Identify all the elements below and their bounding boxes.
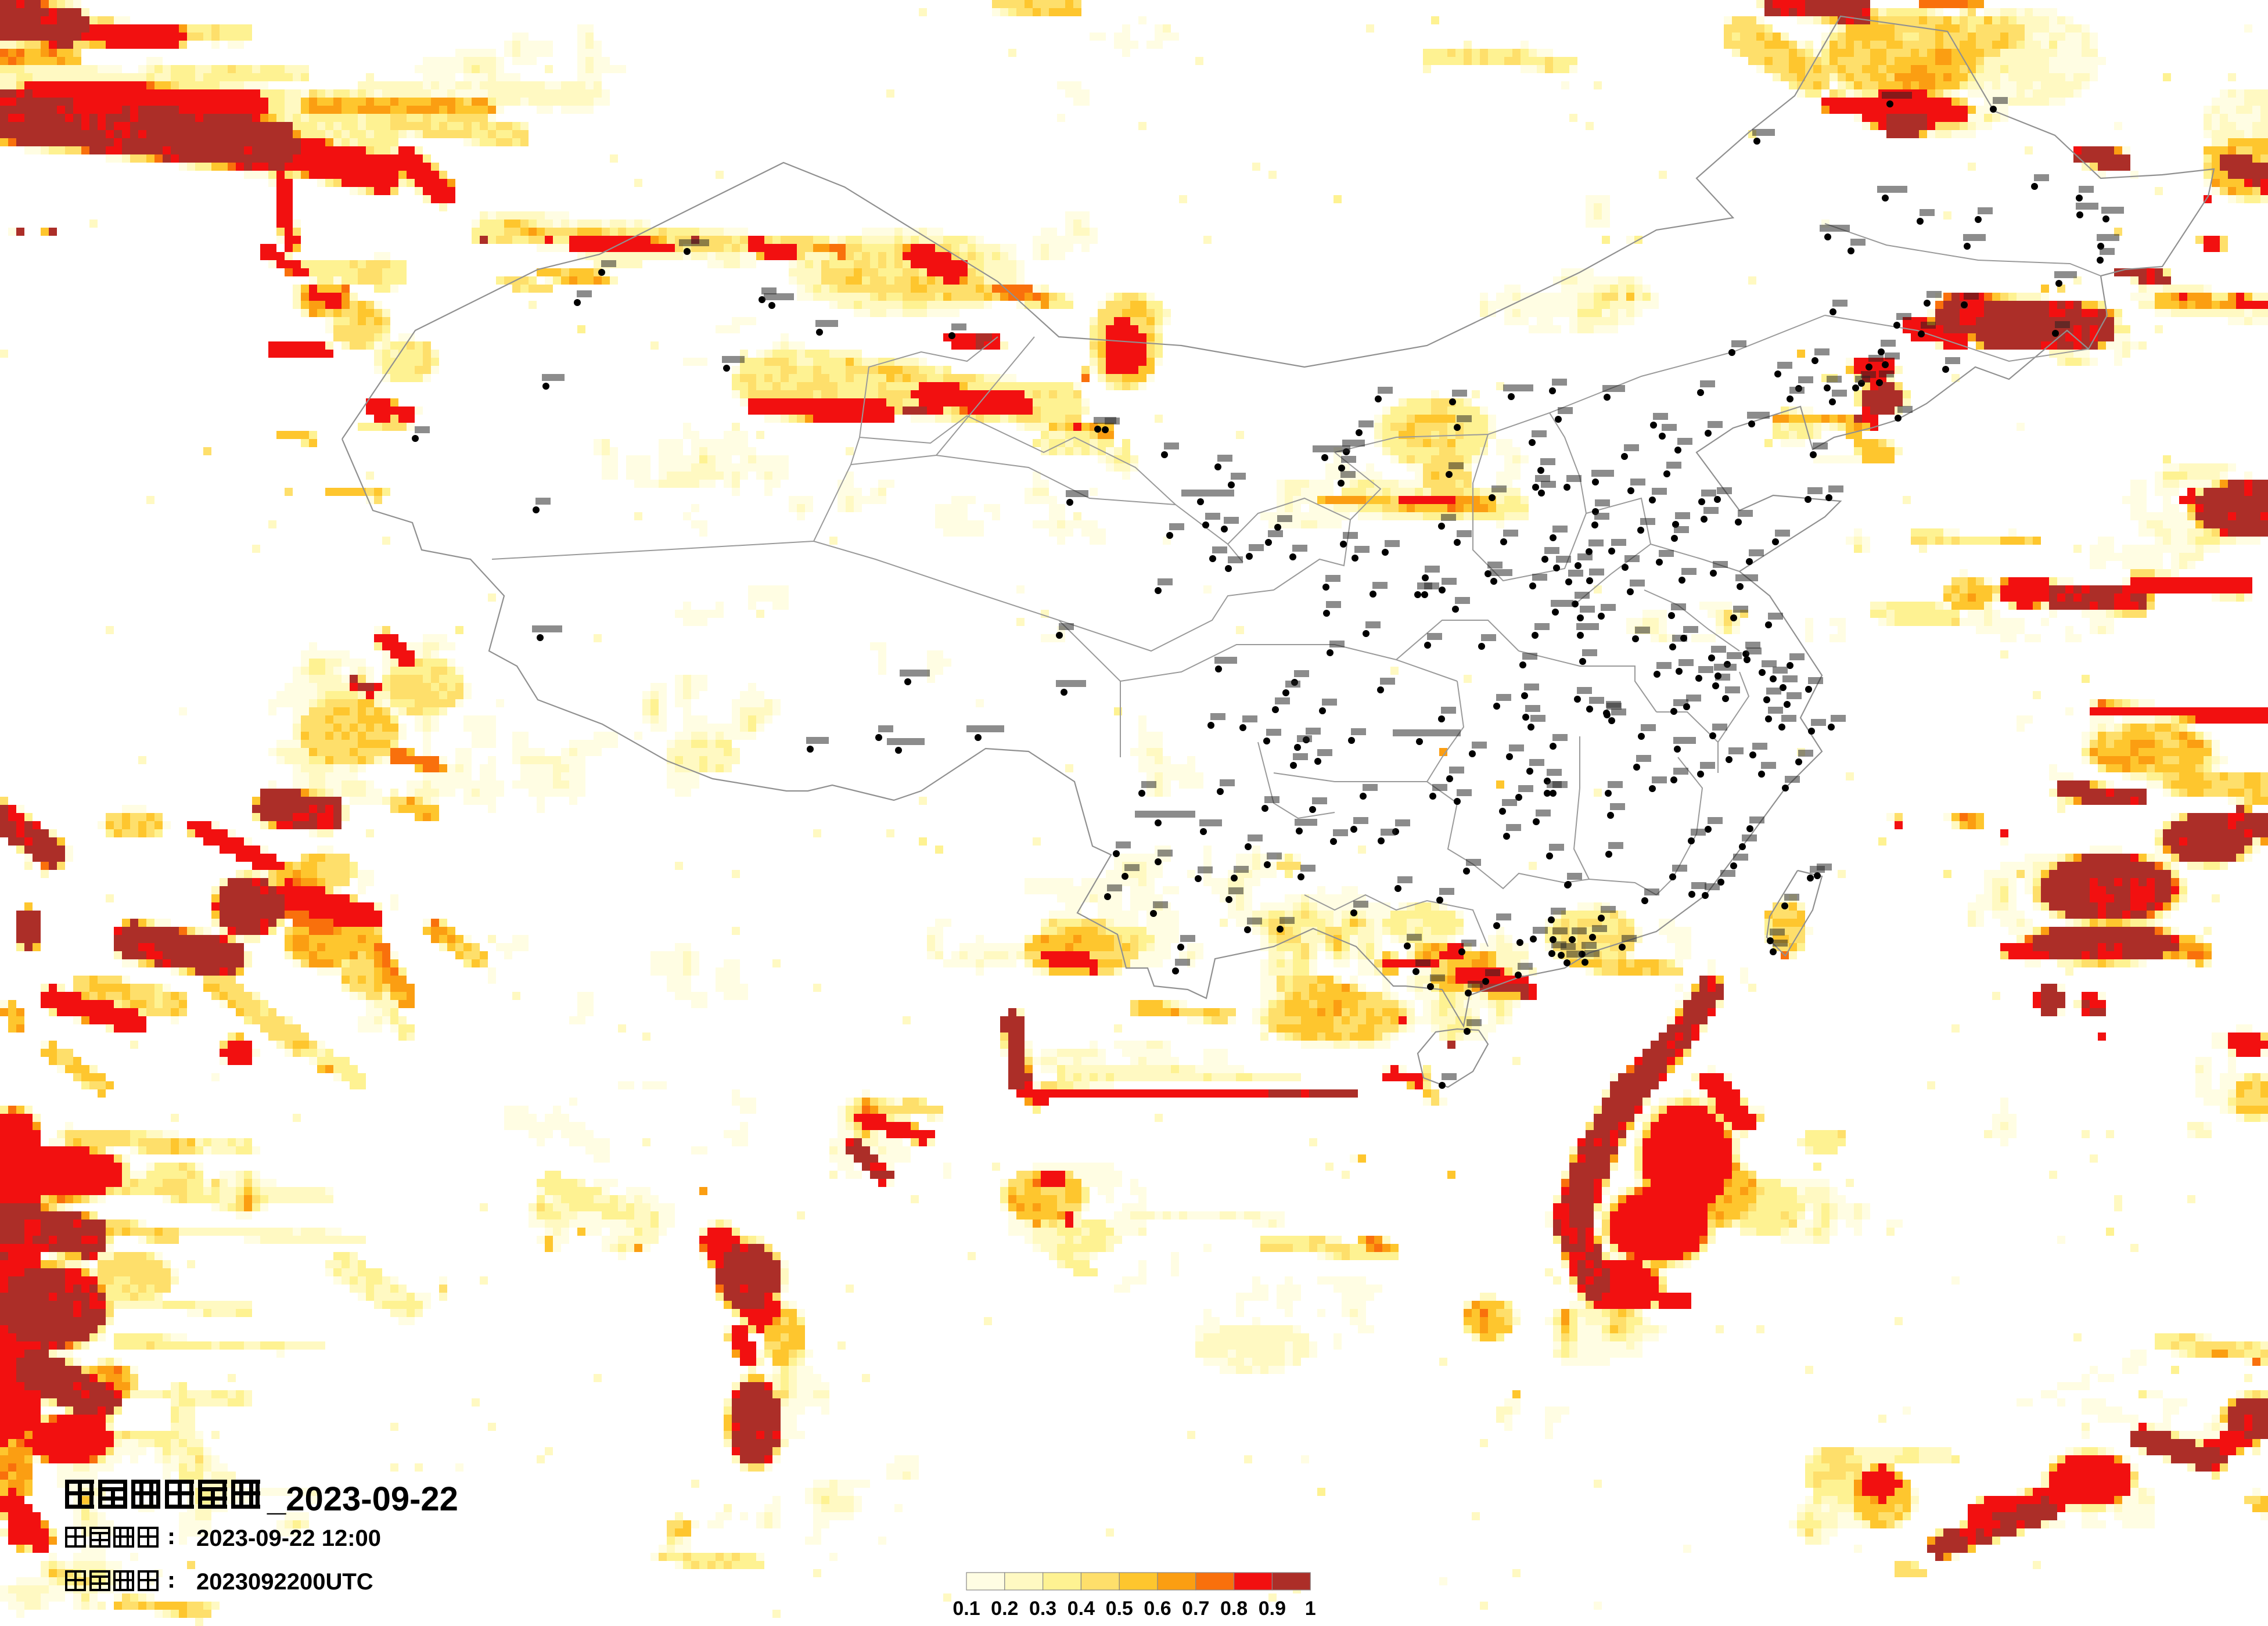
svg-text:0.4: 0.4 <box>1067 1598 1095 1620</box>
svg-text:1: 1 <box>1305 1598 1316 1620</box>
svg-text:0.3: 0.3 <box>1029 1598 1056 1620</box>
svg-text:0.6: 0.6 <box>1144 1598 1171 1620</box>
svg-text:_2023-09-22: _2023-09-22 <box>267 1480 458 1518</box>
svg-text:0.9: 0.9 <box>1259 1598 1286 1620</box>
svg-text:2023092200UTC: 2023092200UTC <box>196 1569 373 1595</box>
svg-text:2023-09-22 12:00: 2023-09-22 12:00 <box>196 1526 381 1551</box>
svg-text:0.8: 0.8 <box>1220 1598 1248 1620</box>
svg-text:0.5: 0.5 <box>1106 1598 1133 1620</box>
svg-text:0.2: 0.2 <box>991 1598 1018 1620</box>
svg-text:0.1: 0.1 <box>953 1598 980 1620</box>
svg-text:0.7: 0.7 <box>1182 1598 1209 1620</box>
